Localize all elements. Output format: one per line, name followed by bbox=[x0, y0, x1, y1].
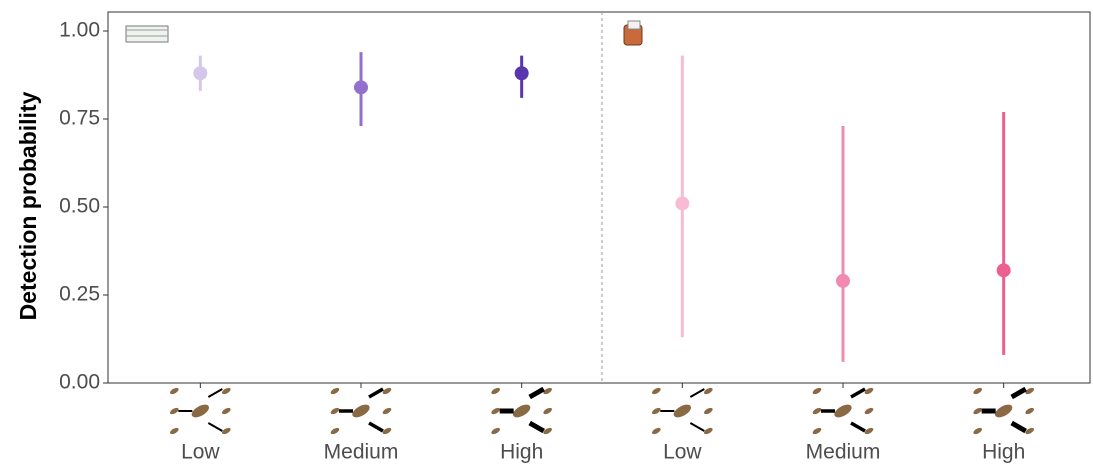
link-glyph bbox=[851, 389, 865, 397]
chart: Detection probability 0.00 0.25 0.50 0.75 1.… bbox=[0, 0, 1093, 467]
bird-icon bbox=[832, 402, 853, 420]
bird-icon bbox=[330, 407, 341, 416]
bird-icon bbox=[542, 407, 553, 416]
bird-icon bbox=[490, 387, 501, 396]
link-glyph bbox=[690, 389, 704, 397]
y-tick-label: 0.50 bbox=[59, 195, 100, 218]
bird-icon bbox=[221, 387, 232, 396]
bird-icon bbox=[511, 402, 532, 420]
link-glyph bbox=[690, 423, 704, 431]
point bbox=[354, 80, 368, 94]
bird-icon bbox=[812, 427, 823, 436]
x-tick-label: Low bbox=[663, 441, 702, 464]
link-glyph bbox=[1012, 389, 1026, 397]
page: Detection probability 0.00 0.25 0.50 0.75 1.… bbox=[0, 0, 1093, 467]
bird-icon bbox=[1024, 427, 1035, 436]
bird-icon bbox=[651, 387, 662, 396]
y-tick-label: 0.25 bbox=[59, 283, 100, 306]
point bbox=[515, 66, 529, 80]
y-tick-label: 0.00 bbox=[59, 371, 100, 394]
bird-icon bbox=[993, 402, 1014, 420]
bird-icon bbox=[382, 387, 393, 396]
x-tick-label: Low bbox=[181, 441, 220, 464]
bird-icon bbox=[169, 387, 180, 396]
bird-icon bbox=[972, 407, 983, 416]
bird-icon bbox=[651, 427, 662, 436]
bird-icon bbox=[221, 427, 232, 436]
point bbox=[193, 66, 207, 80]
bird-icon bbox=[651, 407, 662, 416]
bird-icon bbox=[190, 402, 211, 420]
point bbox=[836, 274, 850, 288]
bird-icon bbox=[812, 407, 823, 416]
bird-icon bbox=[672, 402, 693, 420]
link-glyph bbox=[1012, 423, 1026, 431]
link-glyph bbox=[851, 423, 865, 431]
y-tick-label: 1.00 bbox=[59, 19, 100, 42]
x-tick-label: Medium bbox=[806, 441, 881, 464]
bird-icon bbox=[382, 427, 393, 436]
bird-icon bbox=[330, 427, 341, 436]
y-tick-label: 0.75 bbox=[59, 107, 100, 130]
bird-icon bbox=[812, 387, 823, 396]
bird-icon bbox=[703, 387, 714, 396]
point bbox=[675, 196, 689, 210]
link-glyph bbox=[530, 423, 544, 431]
bird-icon bbox=[703, 427, 714, 436]
bird-icon bbox=[169, 407, 180, 416]
bird-icon bbox=[972, 387, 983, 396]
bird-icon bbox=[490, 407, 501, 416]
bird-icon bbox=[1024, 407, 1035, 416]
link-glyph bbox=[369, 423, 383, 431]
y-axis-title: Detection probability bbox=[15, 91, 41, 320]
bird-icon bbox=[221, 407, 232, 416]
bird-icon bbox=[350, 402, 371, 420]
link-glyph bbox=[208, 423, 222, 431]
bird-icon bbox=[542, 427, 553, 436]
link-glyph bbox=[530, 389, 544, 397]
net-icon bbox=[126, 26, 168, 42]
bird-icon bbox=[703, 407, 714, 416]
bird-icon bbox=[864, 427, 875, 436]
trap-icon bbox=[624, 21, 642, 45]
x-tick-label: High bbox=[500, 441, 543, 464]
link-glyph bbox=[369, 389, 383, 397]
link-glyph bbox=[208, 389, 222, 397]
bird-icon bbox=[169, 427, 180, 436]
x-tick-label: High bbox=[982, 441, 1025, 464]
bird-icon bbox=[382, 407, 393, 416]
bird-icon bbox=[330, 387, 341, 396]
bird-icon bbox=[490, 427, 501, 436]
bird-icon bbox=[864, 407, 875, 416]
point bbox=[997, 263, 1011, 277]
x-tick-label: Medium bbox=[324, 441, 399, 464]
bird-icon bbox=[972, 427, 983, 436]
panel-border bbox=[108, 12, 1090, 383]
bird-icon bbox=[864, 387, 875, 396]
